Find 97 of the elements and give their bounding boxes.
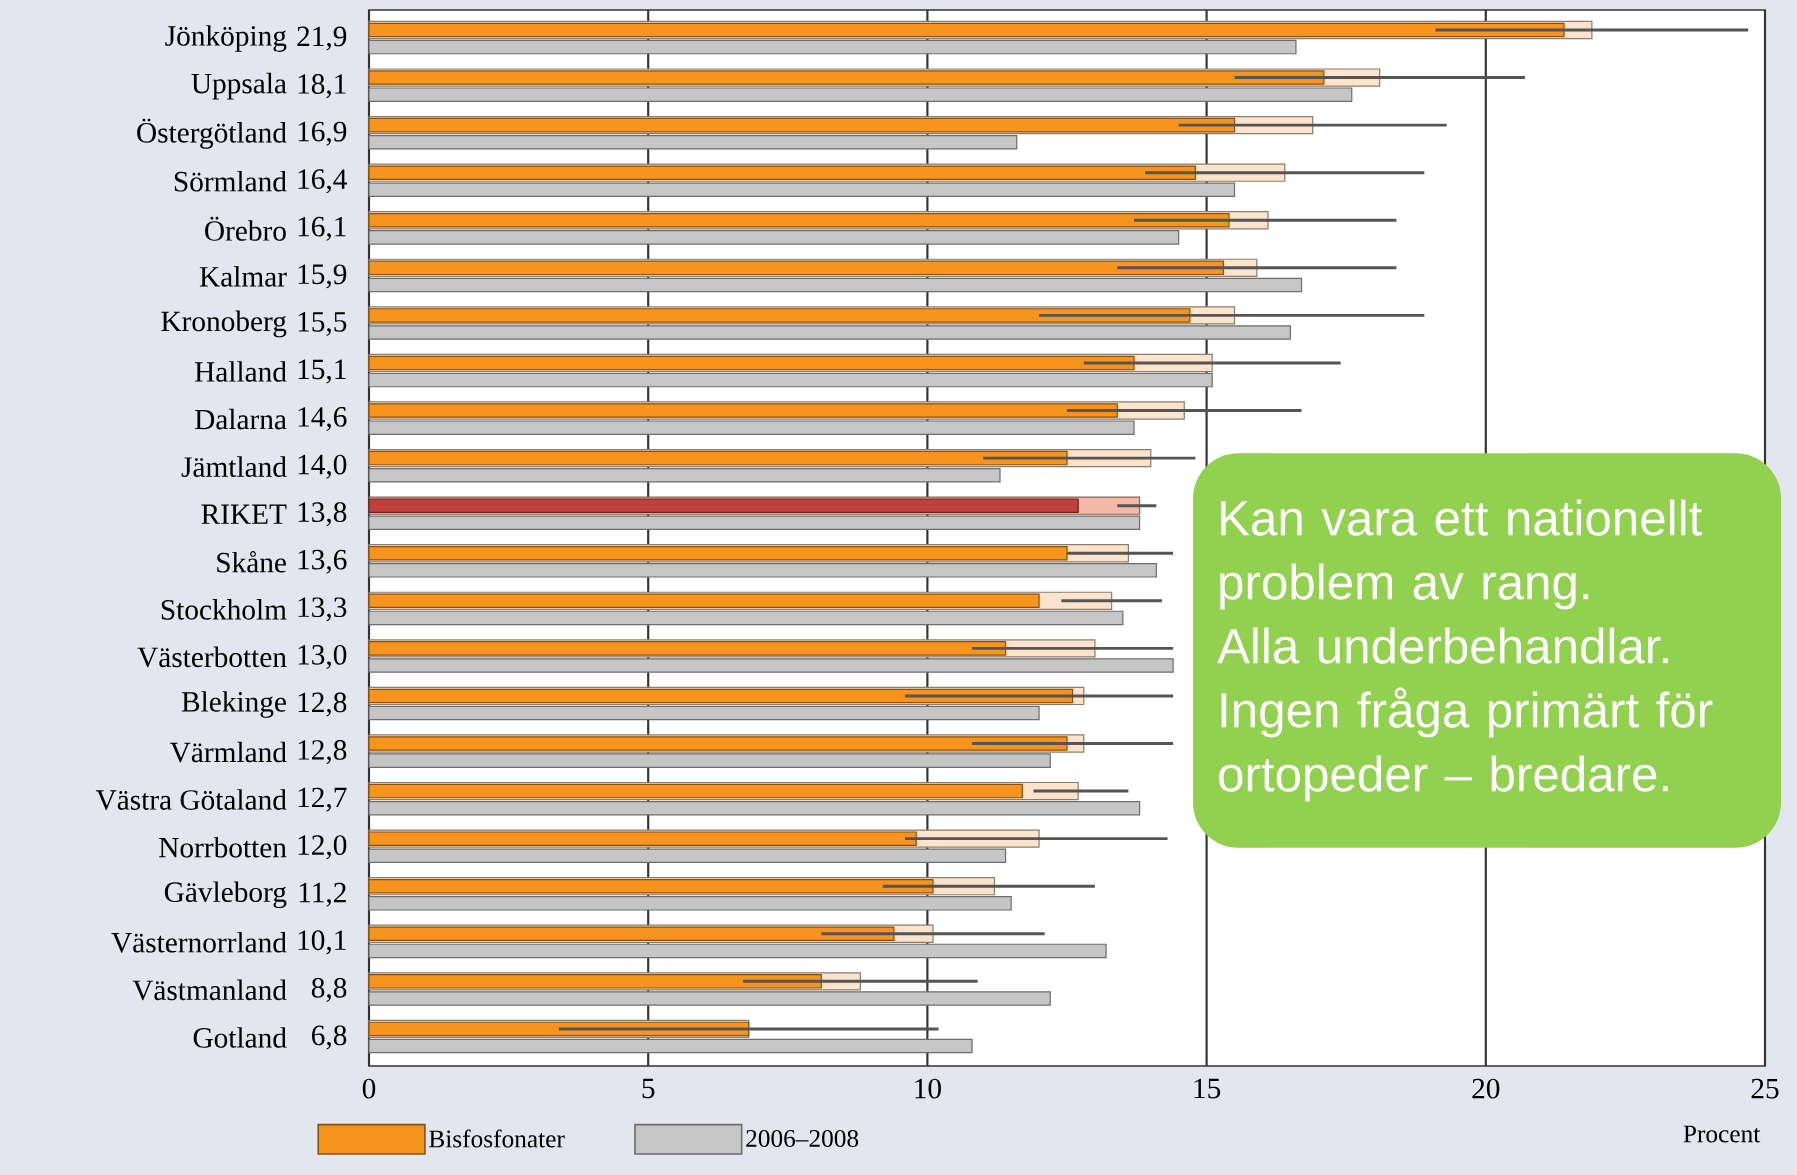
data-label: 10,1 xyxy=(298,930,346,955)
bar xyxy=(368,878,934,894)
bar xyxy=(368,800,1141,816)
bar xyxy=(368,308,1191,323)
bar xyxy=(368,705,1040,721)
y-tick-label: Värmland xyxy=(170,741,287,763)
x-tick-label: 5 xyxy=(642,1078,655,1099)
y-tick-label: Gävleborg xyxy=(164,881,287,909)
bar xyxy=(368,117,1236,133)
data-label: 14,6 xyxy=(298,407,347,432)
bar xyxy=(368,641,1007,656)
y-tick-label: Västernorrland xyxy=(111,931,287,953)
bar xyxy=(368,355,1135,371)
bar xyxy=(368,70,1325,85)
data-label: 13,0 xyxy=(298,644,347,669)
x-axis-title: Procent xyxy=(1683,1125,1761,1143)
x-tick-label: 25 xyxy=(1751,1078,1779,1099)
y-tick-label: Blekinge xyxy=(181,691,286,718)
data-label: 13,8 xyxy=(298,502,347,527)
data-label: 15,1 xyxy=(298,359,346,384)
data-label: 13,3 xyxy=(298,597,347,622)
y-tick-label: Halland xyxy=(194,361,287,382)
bar xyxy=(368,515,1141,531)
y-tick-label: Jämtland xyxy=(181,456,287,477)
data-label: 18,1 xyxy=(298,74,346,99)
y-tick-label: Norrbotten xyxy=(159,836,287,858)
data-label: 13,6 xyxy=(298,549,347,574)
data-label: 15,9 xyxy=(298,264,347,289)
bar xyxy=(368,926,895,942)
bar xyxy=(368,974,822,989)
legend-label: 2006–2008 xyxy=(746,1129,859,1147)
y-tick-label: Örebro xyxy=(205,216,286,241)
bar xyxy=(368,182,1236,198)
bar xyxy=(368,610,1124,626)
bar xyxy=(368,1038,973,1054)
annotation: Kan vara ett nationellt problem av rang. Alla underbehandlar. Ingen fråga primärt för ortopeder – bredare. xyxy=(1217,499,1713,802)
y-tick-label: Västmanland xyxy=(132,979,287,1001)
y-tick-label: Uppsala xyxy=(191,72,287,100)
data-label: 12,7 xyxy=(298,787,347,812)
bar xyxy=(368,230,1180,245)
data-label: 6,8 xyxy=(311,1025,347,1050)
bar xyxy=(368,39,1297,55)
data-label: 12,8 xyxy=(298,740,347,765)
data-label: 11,2 xyxy=(299,882,346,907)
bar xyxy=(368,277,1303,293)
legend-label: Bisfosfonater xyxy=(429,1129,565,1148)
bar xyxy=(368,467,1001,483)
data-label: 15,5 xyxy=(298,312,347,336)
data-label: 12,0 xyxy=(298,835,347,860)
bar xyxy=(368,498,1079,513)
y-tick-label: Skåne xyxy=(217,551,286,573)
bar xyxy=(368,593,1040,609)
bar xyxy=(368,783,1023,799)
x-tick-label: 10 xyxy=(915,1078,941,1099)
bar xyxy=(368,212,1230,228)
bar xyxy=(368,831,917,846)
bar xyxy=(368,848,1007,864)
bar xyxy=(368,688,1074,704)
bar xyxy=(368,753,1051,768)
data-label: 16,9 xyxy=(298,121,347,146)
y-tick-label: Västerbotten xyxy=(137,646,287,668)
y-tick-label: Dalarna xyxy=(194,408,287,430)
y-tick-label: Västra Götaland xyxy=(95,789,287,811)
bar xyxy=(368,87,1353,102)
x-tick-label: 20 xyxy=(1472,1078,1500,1099)
bar xyxy=(368,325,1291,340)
bar xyxy=(368,420,1135,435)
data-label: 21,9 xyxy=(297,26,347,51)
x-tick-label: 15 xyxy=(1194,1078,1221,1099)
data-label: 14,0 xyxy=(298,454,347,479)
y-tick-label: Kalmar xyxy=(199,266,287,287)
bar xyxy=(368,943,1107,959)
bar xyxy=(368,545,1068,561)
bar xyxy=(368,403,1118,418)
bar xyxy=(368,165,1197,180)
data-label: 12,8 xyxy=(298,692,347,717)
bar xyxy=(368,736,1068,751)
data-label: 8,8 xyxy=(311,977,347,1002)
data-label: 16,4 xyxy=(298,169,347,194)
bar xyxy=(368,991,1051,1006)
bar xyxy=(368,563,1157,578)
bar xyxy=(368,372,1213,388)
bar xyxy=(368,22,1565,38)
data-label: 16,1 xyxy=(298,216,346,241)
y-tick-label: RIKET xyxy=(201,504,287,524)
bar xyxy=(368,896,1012,911)
bar xyxy=(368,658,1174,673)
y-tick-label: Sörmland xyxy=(174,170,287,192)
y-tick-label: Kronoberg xyxy=(161,310,287,338)
x-tick-label: 0 xyxy=(362,1078,376,1099)
y-tick-label: Gotland xyxy=(193,1027,287,1048)
y-tick-label: Jönköping xyxy=(165,25,287,52)
bar xyxy=(368,134,1018,150)
y-tick-label: Stockholm xyxy=(161,599,287,620)
bar xyxy=(368,260,1224,276)
bar xyxy=(368,450,1068,466)
y-tick-label: Östergötland xyxy=(137,118,287,149)
